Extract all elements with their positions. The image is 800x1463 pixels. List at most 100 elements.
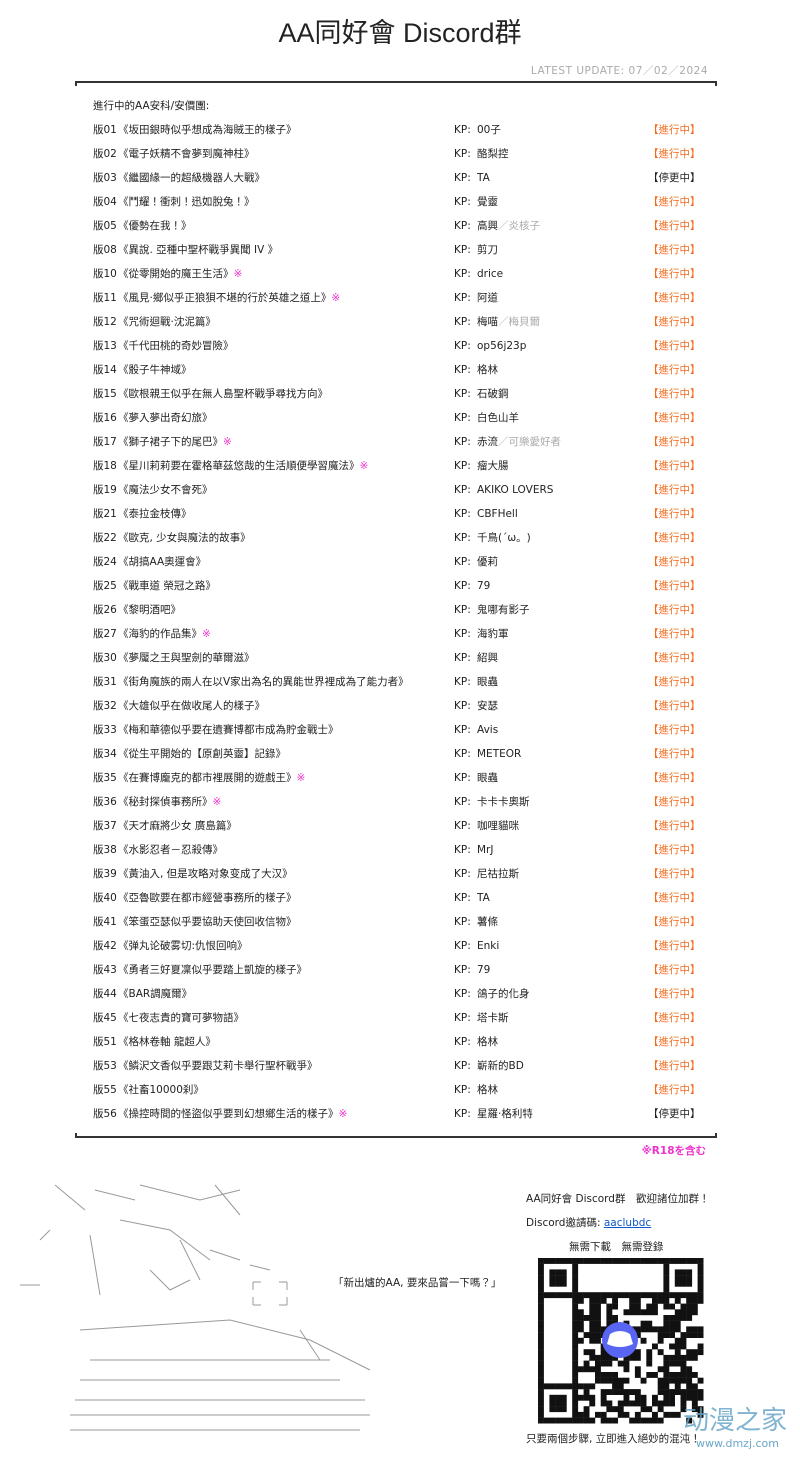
qr-module: [697, 1389, 704, 1395]
qr-module: [572, 1286, 579, 1293]
qr-module: [600, 1258, 607, 1264]
qr-module: [612, 1417, 618, 1424]
qr-module: [600, 1400, 607, 1407]
qr-module: [697, 1286, 704, 1293]
kp-name: 安瑟: [477, 700, 498, 712]
qr-module: [538, 1275, 544, 1281]
qr-module: [538, 1337, 544, 1344]
qr-module: [589, 1349, 596, 1356]
qr-module: [652, 1400, 658, 1407]
qr-module: [623, 1394, 630, 1401]
kp-name: 紹興: [477, 652, 498, 664]
row-id: 版26: [93, 604, 117, 616]
qr-module: [674, 1320, 681, 1327]
qr-module: [600, 1349, 607, 1356]
kp-name: 千鳥(´ω。): [477, 532, 531, 544]
qr-module: [583, 1417, 590, 1424]
qr-module: [646, 1354, 653, 1361]
kp-label: KP:: [454, 796, 471, 808]
qr-module: [697, 1292, 704, 1299]
qr-module: [674, 1309, 681, 1316]
qr-module: [577, 1411, 584, 1418]
qr-module: [674, 1349, 681, 1356]
qr-module: [538, 1389, 544, 1395]
qr-module: [663, 1320, 670, 1327]
qr-module: [589, 1297, 596, 1304]
qr-module: [697, 1349, 704, 1356]
qr-module: [589, 1303, 596, 1310]
qr-module: [583, 1258, 590, 1264]
invite-title: AA同好會 Discord群 歡迎諸位加群！: [526, 1193, 710, 1205]
qr-module: [674, 1377, 681, 1384]
qr-module: [669, 1343, 675, 1350]
row-id: 版36: [93, 796, 117, 808]
qr-module: [572, 1366, 579, 1373]
qr-module: [572, 1320, 579, 1327]
status: 【進行中】: [648, 1060, 701, 1072]
qr-module: [589, 1366, 596, 1373]
qr-module: [572, 1383, 579, 1390]
qr-module: [560, 1383, 567, 1390]
qr-module: [640, 1320, 647, 1327]
qr-module: [680, 1400, 687, 1407]
qr-module: [697, 1377, 704, 1384]
status: 【進行中】: [648, 868, 701, 880]
row-title: 《坂田銀時似乎想成為海賊王的樣子》: [118, 124, 297, 136]
row-title: 《戰車道 榮冠之路》: [118, 580, 216, 592]
row-title: 《優勢在我！》: [118, 220, 192, 232]
kp-name: 鴿子的化身: [477, 988, 530, 1000]
qr-module: [572, 1280, 579, 1287]
qr-module: [572, 1258, 579, 1264]
qr-module: [560, 1394, 567, 1401]
qr-module: [572, 1360, 579, 1367]
status: 【停更中】: [648, 172, 701, 184]
qr-module: [549, 1292, 556, 1299]
row-title: 《泰拉金枝傳》: [118, 508, 192, 520]
r18-mark: ※: [359, 460, 369, 472]
qr-module: [583, 1394, 590, 1401]
qr-module: [623, 1411, 630, 1418]
qr-module: [555, 1406, 561, 1413]
qr-module: [691, 1394, 698, 1401]
kp-name: 白色山羊: [477, 412, 519, 424]
qr-module: [538, 1292, 544, 1299]
qr-module: [646, 1309, 653, 1316]
qr-module: [674, 1297, 681, 1304]
qr-module: [663, 1275, 670, 1281]
qr-module: [572, 1269, 579, 1276]
qr-module: [686, 1292, 693, 1299]
qr-module: [577, 1326, 584, 1333]
qr-module: [577, 1297, 584, 1304]
kp-name: 高興: [477, 220, 498, 232]
row-id: 版25: [93, 580, 117, 592]
qr-module: [617, 1400, 624, 1407]
qr-module: [589, 1309, 596, 1316]
status: 【進行中】: [648, 652, 701, 664]
status: 【進行中】: [648, 628, 701, 640]
qr-module: [640, 1337, 647, 1344]
qr-module: [538, 1366, 544, 1373]
qr-module: [612, 1406, 618, 1413]
qr-module: [572, 1326, 579, 1333]
qr-module: [595, 1372, 601, 1378]
row-id: 版03: [93, 172, 117, 184]
qr-module: [589, 1332, 596, 1338]
status: 【進行中】: [648, 1084, 701, 1096]
kp-label: KP:: [454, 460, 471, 472]
qr-module: [674, 1360, 681, 1367]
qr-module: [566, 1258, 573, 1264]
qr-module: [686, 1366, 693, 1373]
qr-module: [617, 1292, 624, 1299]
qr-module: [646, 1292, 653, 1299]
qr-module: [640, 1309, 647, 1316]
qr-module: [629, 1258, 636, 1264]
invite-link[interactable]: aaclubdc: [603, 1217, 652, 1229]
qr-module: [612, 1315, 618, 1321]
qr-module: [657, 1400, 664, 1407]
row-title: 《亞魯歐要在都市經營事務所的樣子》: [118, 892, 297, 904]
qr-module: [634, 1297, 641, 1304]
qr-module: [577, 1366, 584, 1373]
qr-module: [669, 1411, 675, 1418]
qr-module: [674, 1372, 681, 1378]
row-id: 版45: [93, 1012, 117, 1024]
